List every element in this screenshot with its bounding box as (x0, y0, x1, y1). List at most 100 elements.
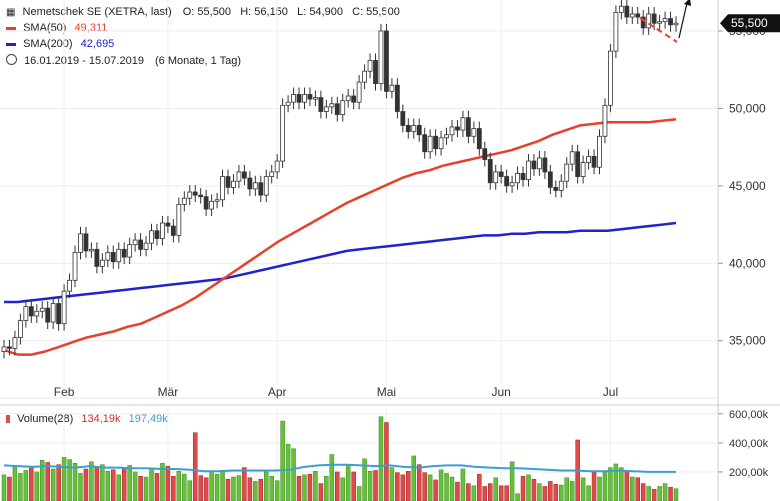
volume-bar (345, 464, 351, 501)
volume-bar (351, 471, 356, 501)
moving-averages (3, 117, 677, 356)
volume-bar (176, 470, 182, 501)
volume-bar (526, 474, 531, 501)
volume-bar (220, 470, 225, 501)
volume-bar (662, 483, 668, 501)
candle-body (181, 197, 187, 205)
volume-bar (296, 476, 302, 501)
volume-bar (247, 477, 253, 501)
volume-bar (154, 473, 160, 501)
candle-body (231, 180, 236, 188)
volume-bar (302, 474, 307, 501)
price-tick-label: 40,000 (729, 256, 766, 270)
candle-body (635, 13, 641, 18)
volume-bar (225, 478, 231, 501)
volume-bar (646, 486, 651, 501)
candle-body (154, 230, 160, 239)
volume-bar (449, 476, 455, 501)
volume-bar (640, 483, 646, 501)
volume-bar (586, 485, 591, 501)
volume-bar (438, 469, 444, 501)
volume-bar (515, 493, 520, 501)
candle-body (247, 177, 253, 190)
volume-bar (395, 472, 400, 501)
candle-body (558, 180, 564, 191)
candle-body (657, 21, 663, 24)
volume-bar (356, 486, 362, 501)
price-tick-label: 35,000 (729, 334, 766, 348)
candle-body (449, 126, 455, 136)
candle-body (356, 81, 362, 103)
volume-bar (78, 473, 83, 501)
candle-body (520, 173, 526, 181)
candle-body (192, 191, 198, 196)
candle-body (416, 125, 422, 136)
candle-body (591, 156, 597, 168)
volume-swatch (6, 415, 10, 424)
candle-body (580, 162, 586, 177)
candle-body (280, 104, 286, 162)
volume-bar (477, 473, 482, 501)
volume-bar (89, 461, 94, 501)
volume-bars (1, 416, 679, 501)
volume-bar (340, 477, 345, 501)
volume-bar (50, 468, 56, 501)
volume-bar (630, 476, 635, 501)
candle-body (50, 303, 56, 323)
candle-body (214, 199, 220, 202)
volume-bar (580, 477, 586, 501)
candle-body (121, 248, 127, 258)
date-range: 16.01.2019 - 15.07.2019 (6 Monate, 1 Tag… (6, 54, 241, 67)
volume-average-line (3, 463, 676, 473)
sma50-swatch (6, 26, 16, 30)
candle-body (471, 128, 477, 137)
volume-bar (160, 462, 165, 501)
volume-bar (553, 484, 559, 501)
month-label: Feb (54, 385, 75, 399)
volume-bar (67, 459, 72, 501)
volume-tick-label: 400,00k (729, 438, 769, 450)
volume-bar (94, 467, 100, 501)
candle-body (127, 244, 133, 258)
volume-bar (619, 467, 624, 501)
volume-bar (127, 465, 132, 501)
volume-bar (411, 455, 417, 501)
volume-bar (214, 473, 220, 501)
candle-body (389, 84, 395, 92)
candle-body (291, 94, 296, 103)
volume-bar (624, 470, 630, 501)
volume-bar (263, 471, 269, 501)
volume-bar (121, 467, 127, 501)
volume-bar (542, 486, 548, 501)
candle-body (553, 186, 559, 191)
last-price-tag (720, 14, 780, 33)
volume-bar (72, 462, 78, 501)
candle-body (160, 222, 165, 239)
volume-bar (591, 470, 597, 501)
candle-body (493, 171, 499, 184)
chart-header-line1: ▦ Nemetschek SE (XETRA, last) O: 55,500 … (6, 6, 400, 18)
candle-body (313, 97, 318, 100)
candle-body (17, 320, 23, 339)
volume-bar (504, 485, 509, 501)
volume-bar (12, 466, 18, 501)
volume-bar (373, 470, 378, 501)
volume-bar (116, 474, 121, 501)
volume-bar (18, 473, 23, 501)
volume-bar (253, 481, 258, 501)
volume-bar (307, 473, 313, 501)
volume-bar (329, 454, 335, 501)
candlesticks (1, 0, 679, 359)
candle-body (640, 16, 646, 29)
volume-bar (274, 480, 280, 501)
volume-value: 134,19k (81, 413, 121, 425)
volume-bar (23, 470, 29, 501)
volume-bar (498, 485, 504, 501)
candle-body (45, 307, 51, 323)
volume-bar (45, 462, 50, 501)
volume-bar (613, 463, 619, 501)
candle-body (198, 194, 204, 198)
volume-bar (324, 476, 329, 501)
month-label: Jun (491, 385, 510, 399)
volume-bar (493, 477, 498, 501)
